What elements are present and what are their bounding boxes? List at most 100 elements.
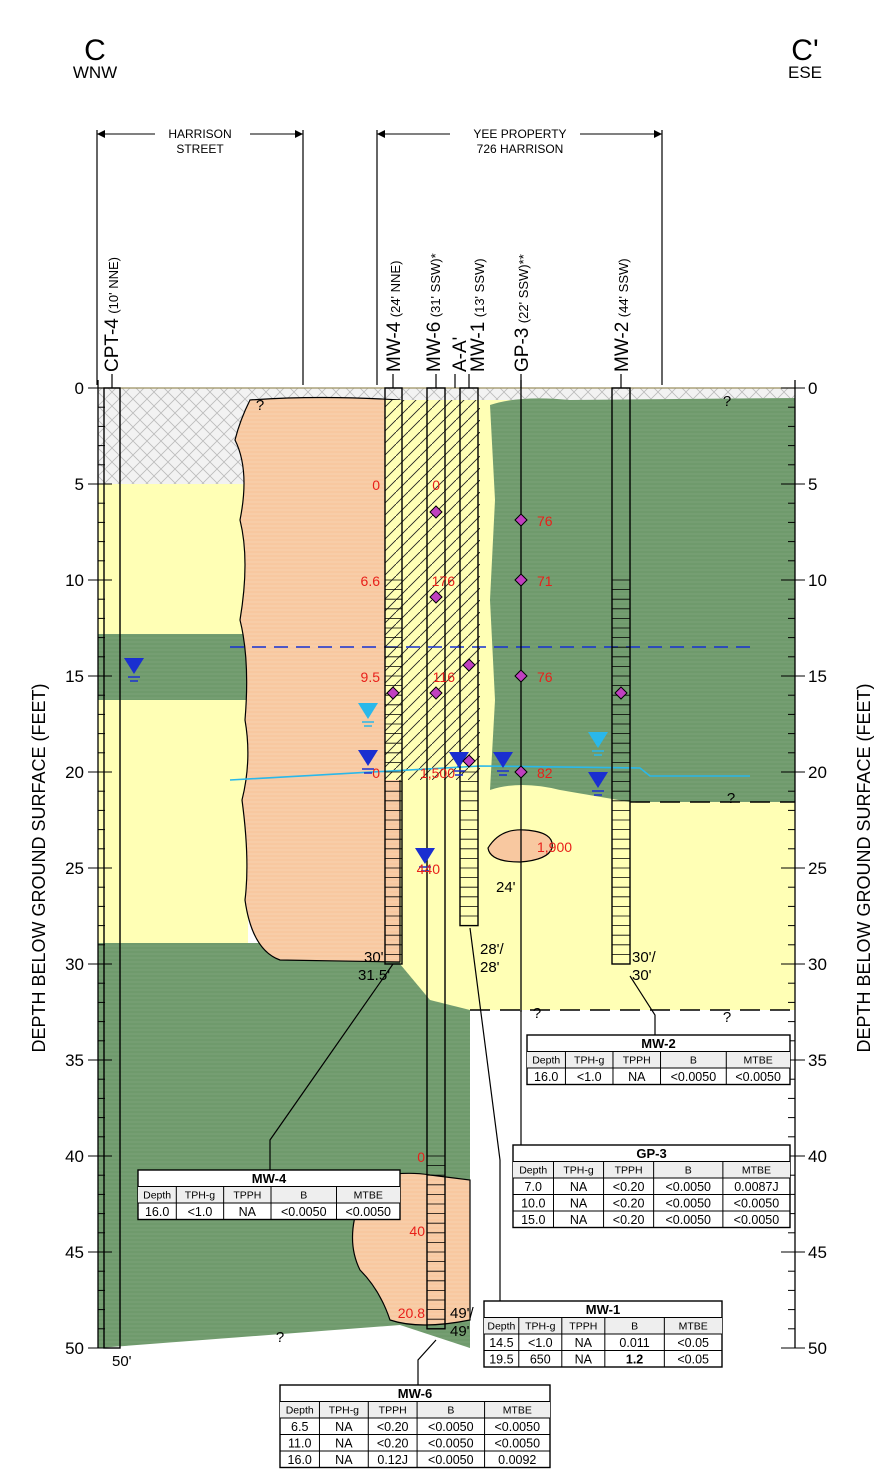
table-cell: <0.0050 (495, 1437, 541, 1451)
table-cell: <0.0050 (428, 1437, 474, 1451)
extent-line (96, 130, 663, 385)
table-cell: <0.0050 (665, 1213, 711, 1227)
concentration: 20.8 (398, 1305, 425, 1321)
sand-lens (487, 829, 553, 863)
unknown-marker: ? (256, 397, 264, 414)
table-cell: <0.0050 (428, 1453, 474, 1467)
table-cell: NA (575, 1336, 593, 1350)
water-level-symbol (493, 752, 513, 768)
total-depth: 28'/ (480, 941, 505, 958)
geology (98, 387, 795, 1348)
table-title: MW-2 (641, 1036, 675, 1051)
table-cell: 0.011 (619, 1336, 649, 1350)
table-header: MTBE (354, 1190, 383, 1202)
boring-name: MW-4 (384, 321, 405, 372)
direction: WNW (73, 63, 117, 82)
fill-sand-lens (234, 396, 401, 963)
boring-label: CPT-4 (10' NNE) (102, 257, 123, 372)
water-level-underline (362, 768, 374, 774)
boring-label: MW-2 (44' SSW) (612, 258, 633, 372)
boring-label: MW-1 (13' SSW) (468, 258, 489, 372)
table-header: Depth (519, 1165, 547, 1177)
total-depth: 30' (364, 949, 384, 966)
table-cell: <0.0050 (734, 1213, 780, 1227)
direction: ESE (788, 63, 822, 82)
tick-label: 35 (65, 1051, 84, 1070)
table-header: TPH-g (329, 1405, 359, 1417)
boring-note: (24' NNE) (388, 261, 403, 318)
tick-label: 30 (65, 955, 84, 974)
unknown-marker: ? (723, 1009, 731, 1026)
sample-marker (462, 754, 476, 768)
tick-label: 10 (65, 571, 84, 590)
water-level-symbol (449, 752, 469, 768)
tick-label: 5 (808, 475, 817, 494)
sample-marker (429, 590, 443, 604)
table-cell: <0.05 (677, 1353, 709, 1367)
concentration: 40 (409, 1223, 425, 1239)
table-cell: NA (335, 1437, 353, 1451)
concentration: 0 (372, 765, 380, 781)
water-level-underline (497, 770, 509, 776)
table-header: B (631, 1321, 638, 1333)
table-header: B (300, 1190, 307, 1202)
tick-label: 35 (808, 1051, 827, 1070)
tick-label: 20 (65, 763, 84, 782)
table-cell: <0.0050 (281, 1205, 327, 1219)
table-cell: NA (575, 1353, 593, 1367)
table-cell: <1.0 (577, 1070, 602, 1084)
table-cell: NA (570, 1180, 588, 1194)
table-header-bg (513, 1161, 790, 1178)
boring-note: (13' SSW) (472, 258, 487, 317)
concentration: 0 (372, 477, 380, 493)
table-header: Depth (532, 1055, 560, 1067)
sample-marker (429, 505, 443, 519)
total-depth: 30'/ (632, 949, 657, 966)
unknown-marker: ? (276, 1329, 284, 1346)
boring-note: (31' SSW)* (428, 253, 443, 317)
water-level-symbol (358, 750, 378, 766)
table-cell: 16.0 (145, 1205, 169, 1219)
sample-marker (462, 658, 476, 672)
concentration: 6.6 (361, 573, 381, 589)
table-cell: <0.0050 (428, 1420, 474, 1434)
table-cell: <0.0050 (734, 1197, 780, 1211)
sample-marker (386, 686, 400, 700)
boring-note: (10' NNE) (106, 257, 121, 314)
tick-label: 40 (65, 1147, 84, 1166)
table-header: B (685, 1165, 692, 1177)
sample-marker (514, 669, 528, 683)
unknown-marker: ? (727, 790, 735, 807)
water-level-line (229, 765, 750, 781)
table-header: Depth (286, 1405, 314, 1417)
table-cell: <0.0050 (671, 1070, 717, 1084)
table-header: TPPH (233, 1190, 261, 1202)
clay-layer (490, 398, 795, 802)
unknown-marker: ? (723, 393, 731, 410)
table-cell: 1.2 (626, 1353, 643, 1367)
table-cell: 10.0 (521, 1197, 545, 1211)
table-cell: NA (335, 1453, 353, 1467)
tick-label: 50 (65, 1339, 84, 1358)
table-header: B (447, 1405, 454, 1417)
tick-label: 0 (75, 379, 84, 398)
concentration: 0 (417, 1149, 425, 1165)
table-cell: 7.0 (525, 1180, 542, 1194)
table-header-bg (527, 1051, 790, 1068)
boring-name: GP-3 (512, 328, 533, 372)
table-cell: NA (335, 1420, 353, 1434)
tick-label: 10 (808, 571, 827, 590)
table-header: B (690, 1055, 697, 1067)
boring-label: GP-3 (22' SSW)** (512, 254, 533, 372)
concentration: 82 (537, 765, 553, 781)
boring-label: MW-6 (31' SSW)* (424, 253, 445, 372)
table-cell: 0.0092 (498, 1453, 536, 1467)
hatched-zone (385, 400, 480, 780)
table-header: MTBE (742, 1165, 771, 1177)
table-header-bg (138, 1186, 400, 1203)
table-cell: NA (239, 1205, 257, 1219)
table-header-bg (280, 1401, 550, 1418)
table-cell: <0.20 (377, 1420, 409, 1434)
table-cell: 16.0 (534, 1070, 558, 1084)
